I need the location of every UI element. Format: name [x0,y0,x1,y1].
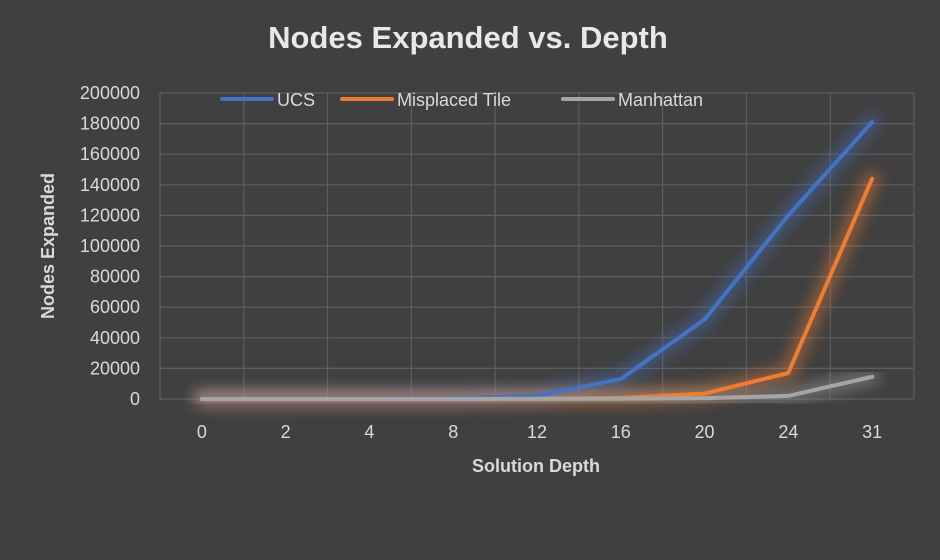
y-tick-label: 120000 [80,205,140,225]
y-tick-label: 180000 [80,114,140,134]
x-axis-ticks: 0 2 4 8 12 16 20 24 31 [197,422,882,442]
series-line [199,120,875,401]
series-line [199,176,875,401]
gridlines [159,92,915,400]
x-tick-label: 20 [695,422,715,442]
x-tick-label: 0 [197,422,207,442]
y-tick-label: 160000 [80,144,140,164]
y-tick-label: 80000 [90,267,140,287]
x-tick-label: 8 [448,422,458,442]
y-tick-label: 200000 [80,83,140,103]
series-glow [193,170,881,407]
x-tick-label: 31 [862,422,882,442]
legend: UCS Misplaced Tile Manhattan [220,90,703,110]
series-glow [193,114,881,407]
y-tick-label: 40000 [90,328,140,348]
y-axis-ticks: 0 20000 40000 60000 80000 100000 120000 140000 1… [80,83,140,409]
x-tick-label: 12 [527,422,547,442]
y-tick-label: 20000 [90,358,140,378]
x-tick-label: 16 [611,422,631,442]
y-tick-label: 140000 [80,175,140,195]
x-tick-label: 2 [281,422,291,442]
chart-title: Nodes Expanded vs. Depth [268,20,668,55]
x-tick-label: 24 [778,422,798,442]
y-tick-label: 0 [130,389,140,409]
y-tick-label: 60000 [90,297,140,317]
y-axis-title: Nodes Expanded [38,173,58,319]
x-tick-label: 4 [364,422,374,442]
legend-label: Misplaced Tile [397,90,511,110]
y-tick-label: 100000 [80,236,140,256]
series-line [199,374,875,401]
x-axis-title: Solution Depth [472,456,600,476]
series-lines [199,120,875,401]
legend-label: UCS [277,90,315,110]
legend-label: Manhattan [618,90,703,110]
series-glow [193,114,881,407]
